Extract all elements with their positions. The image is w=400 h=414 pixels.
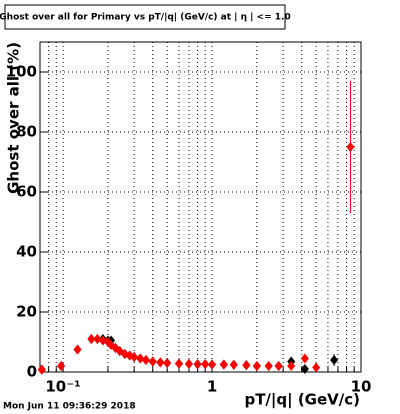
plot-frame [39, 41, 362, 373]
y-tick-label: 40 [16, 243, 37, 261]
x-tick-label: 10⁻¹ [45, 378, 80, 396]
y-tick-label: 0 [27, 363, 37, 381]
marker [73, 344, 82, 355]
marker [148, 356, 157, 367]
y-tick-label: 80 [16, 123, 37, 141]
timestamp: Mon Jun 11 09:36:29 2018 [3, 402, 136, 412]
marker [201, 359, 210, 370]
marker [87, 334, 96, 344]
marker [163, 358, 172, 368]
y-tick-label: 60 [16, 183, 37, 201]
marker [264, 361, 273, 371]
y-axis-label: Ghost over all (%) [5, 42, 23, 194]
marker [330, 355, 339, 365]
marker [130, 352, 139, 362]
title-box [4, 4, 286, 30]
marker [141, 355, 150, 365]
marker [184, 358, 193, 369]
marker [312, 362, 321, 373]
x-tick-label: 1 [207, 378, 217, 396]
y-tick-label: 20 [16, 303, 37, 321]
x-tick-label: 10 [351, 378, 372, 396]
marker [156, 357, 165, 368]
marker [300, 353, 309, 364]
marker [287, 361, 296, 371]
marker [193, 359, 202, 370]
marker [208, 359, 217, 370]
marker [174, 358, 183, 369]
chart-title: Ghost over all for Primary vs pT/|q| (Ge… [0, 13, 291, 23]
marker [229, 359, 238, 370]
marker [57, 361, 66, 371]
y-tick-label: 100 [6, 63, 37, 81]
marker [346, 142, 355, 152]
marker [219, 359, 228, 370]
marker [274, 361, 283, 371]
marker [93, 334, 102, 344]
x-axis-label: pT/|q| (GeV/c) [244, 391, 360, 410]
marker [300, 364, 309, 374]
marker [120, 349, 129, 359]
marker [37, 364, 46, 375]
marker [242, 360, 251, 371]
marker [252, 361, 261, 371]
marker [136, 353, 145, 364]
